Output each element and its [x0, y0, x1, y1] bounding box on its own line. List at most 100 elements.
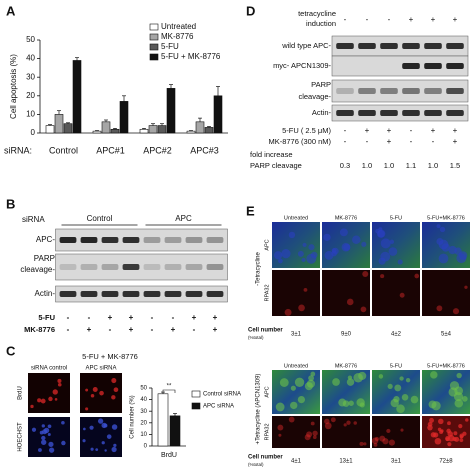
panel-letter: E [246, 203, 255, 218]
treatment-sign: + [192, 313, 197, 322]
blot-band [446, 88, 464, 94]
cell-dot [448, 245, 457, 255]
cell-count: 5±4 [441, 332, 452, 338]
blot-row-label: wild type APC- [281, 41, 331, 50]
cell-dot [61, 440, 66, 446]
cell-dot [92, 387, 98, 392]
cell-dot [459, 438, 464, 443]
y-tick-label: 40 [26, 54, 35, 63]
cell-dot [294, 377, 305, 388]
y-tick-label: 20 [26, 91, 35, 100]
cell-dot [401, 393, 409, 401]
blot-band [59, 264, 77, 270]
cell-dot [61, 420, 65, 425]
cell-dot [346, 298, 354, 306]
cell-dot [434, 437, 442, 445]
blot-band [206, 291, 224, 297]
cell-dot [278, 433, 282, 437]
treatment-sign: + [453, 137, 458, 146]
cell-count: 3±1 [291, 332, 302, 338]
cell-dot [389, 239, 395, 245]
cell-dot [284, 308, 292, 316]
micrograph [322, 270, 370, 316]
cell-dot [83, 427, 86, 431]
bar [119, 101, 129, 134]
legend-swatch [191, 390, 201, 398]
treatment-sign: - [67, 313, 70, 322]
treatment-sign: + [431, 15, 436, 24]
image-column-label: 5-FU+MK-8776 [427, 363, 465, 369]
cell-dot [330, 417, 336, 423]
cell-dot [310, 251, 318, 259]
cell-dot [101, 422, 107, 429]
cell-dot [324, 418, 330, 425]
treatment-sign: - [172, 313, 175, 322]
cell-dot [47, 432, 51, 436]
blot-band [101, 291, 119, 297]
y-axis-label: Cell apoptosis (%) [9, 54, 18, 119]
treatment-sign: - [67, 325, 70, 334]
cell-count: 4±2 [391, 332, 402, 338]
y-tick-label: 10 [140, 432, 147, 438]
treatment-sign: - [344, 126, 347, 135]
blot-band [164, 264, 182, 270]
cell-dot [310, 421, 315, 426]
bar [166, 88, 176, 134]
cell-dot [465, 418, 469, 422]
cell-count: 4±1 [291, 459, 302, 465]
cell-dot [37, 398, 42, 403]
blot-band [143, 291, 161, 297]
cell-dot [90, 447, 94, 451]
bar [54, 114, 64, 134]
cell-dot [30, 404, 34, 409]
cell-dot [379, 435, 386, 442]
legend-swatch [191, 402, 201, 410]
cell-dot [113, 443, 117, 447]
micrograph [372, 416, 420, 448]
treatment-sign: - [193, 325, 196, 334]
cell-dot [362, 270, 369, 278]
blot-background [331, 79, 469, 103]
cell-dot [387, 383, 393, 390]
treatment-sign: + [108, 313, 113, 322]
cell-dot [440, 429, 444, 433]
significance: ** [167, 384, 172, 390]
bar [45, 125, 55, 134]
cell-dot [111, 424, 118, 430]
cell-dot [85, 407, 89, 411]
bar [157, 125, 167, 134]
blot-band [402, 88, 420, 94]
y-tick-label: 0 [31, 128, 36, 137]
cell-dot [436, 224, 441, 229]
bar [157, 393, 169, 447]
cell-dot [290, 385, 296, 391]
cell-dot [430, 432, 437, 438]
blot-background [331, 55, 469, 77]
x-tick-label: BrdU [161, 452, 177, 459]
cell-dot [111, 378, 117, 384]
cell-dot [290, 401, 298, 410]
fold-label: PARP cleavage [250, 161, 302, 170]
blot-header: tetracycline [298, 9, 336, 18]
blot-band [380, 88, 398, 94]
cell-dot [378, 374, 384, 379]
cell-dot [101, 441, 105, 445]
blot-band [143, 237, 161, 243]
blot-band [336, 110, 354, 116]
cell-dot [397, 259, 403, 265]
blot-band [101, 264, 119, 270]
blot-background [55, 228, 228, 252]
treatment-sign: + [213, 313, 218, 322]
micrograph [272, 416, 320, 448]
fold-value: 1.0 [362, 161, 372, 170]
cell-dot [301, 257, 306, 263]
panel-letter: A [6, 3, 16, 18]
fold-label: fold increase [250, 150, 293, 159]
cell-dot [445, 437, 450, 442]
treatment-sign: + [453, 126, 458, 135]
cell-dot [306, 431, 313, 438]
cell-dot [278, 258, 283, 264]
treatment-sign: - [410, 126, 413, 135]
cell-dot [454, 436, 460, 442]
treatment-sign: + [213, 325, 218, 334]
